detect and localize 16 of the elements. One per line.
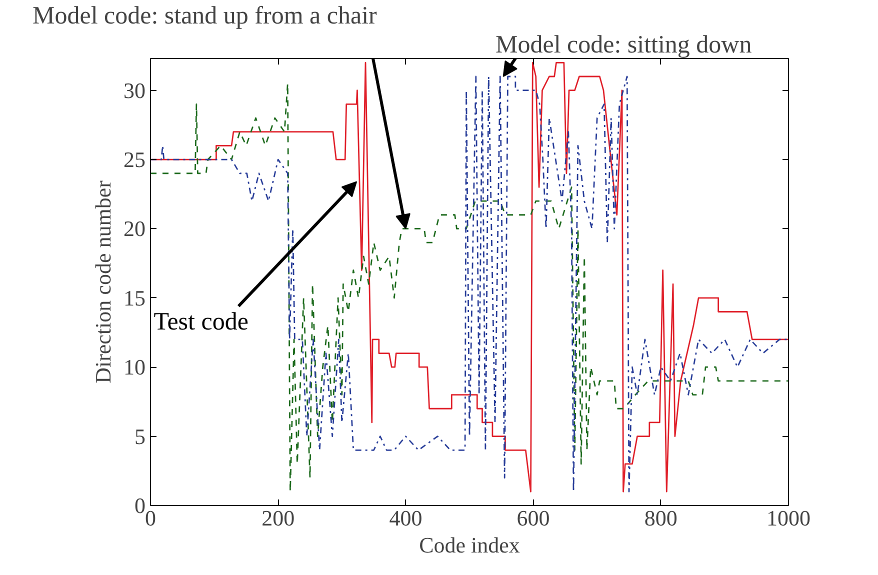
x-tick-label: 1000	[766, 506, 810, 530]
x-tick-label: 600	[516, 506, 550, 530]
x-axis-title: Code index	[419, 532, 520, 558]
y-axis-title: Direction code number	[90, 180, 116, 384]
y-tick-label: 25	[124, 147, 146, 172]
y-tick-label: 5	[134, 424, 146, 449]
x-tick-label: 400	[389, 506, 422, 530]
annotation: Test code	[154, 308, 248, 336]
annotation: Model code: stand up from a chair	[32, 2, 378, 30]
y-tick-label: 20	[124, 216, 146, 242]
annotation: Model code: sitting down	[496, 32, 752, 58]
y-tick-label: 10	[124, 354, 146, 380]
x-tick-label: 800	[644, 506, 678, 530]
y-tick-label: 30	[124, 78, 146, 103]
x-tick-label: 200	[262, 506, 295, 530]
y-tick-label: 15	[124, 285, 146, 310]
